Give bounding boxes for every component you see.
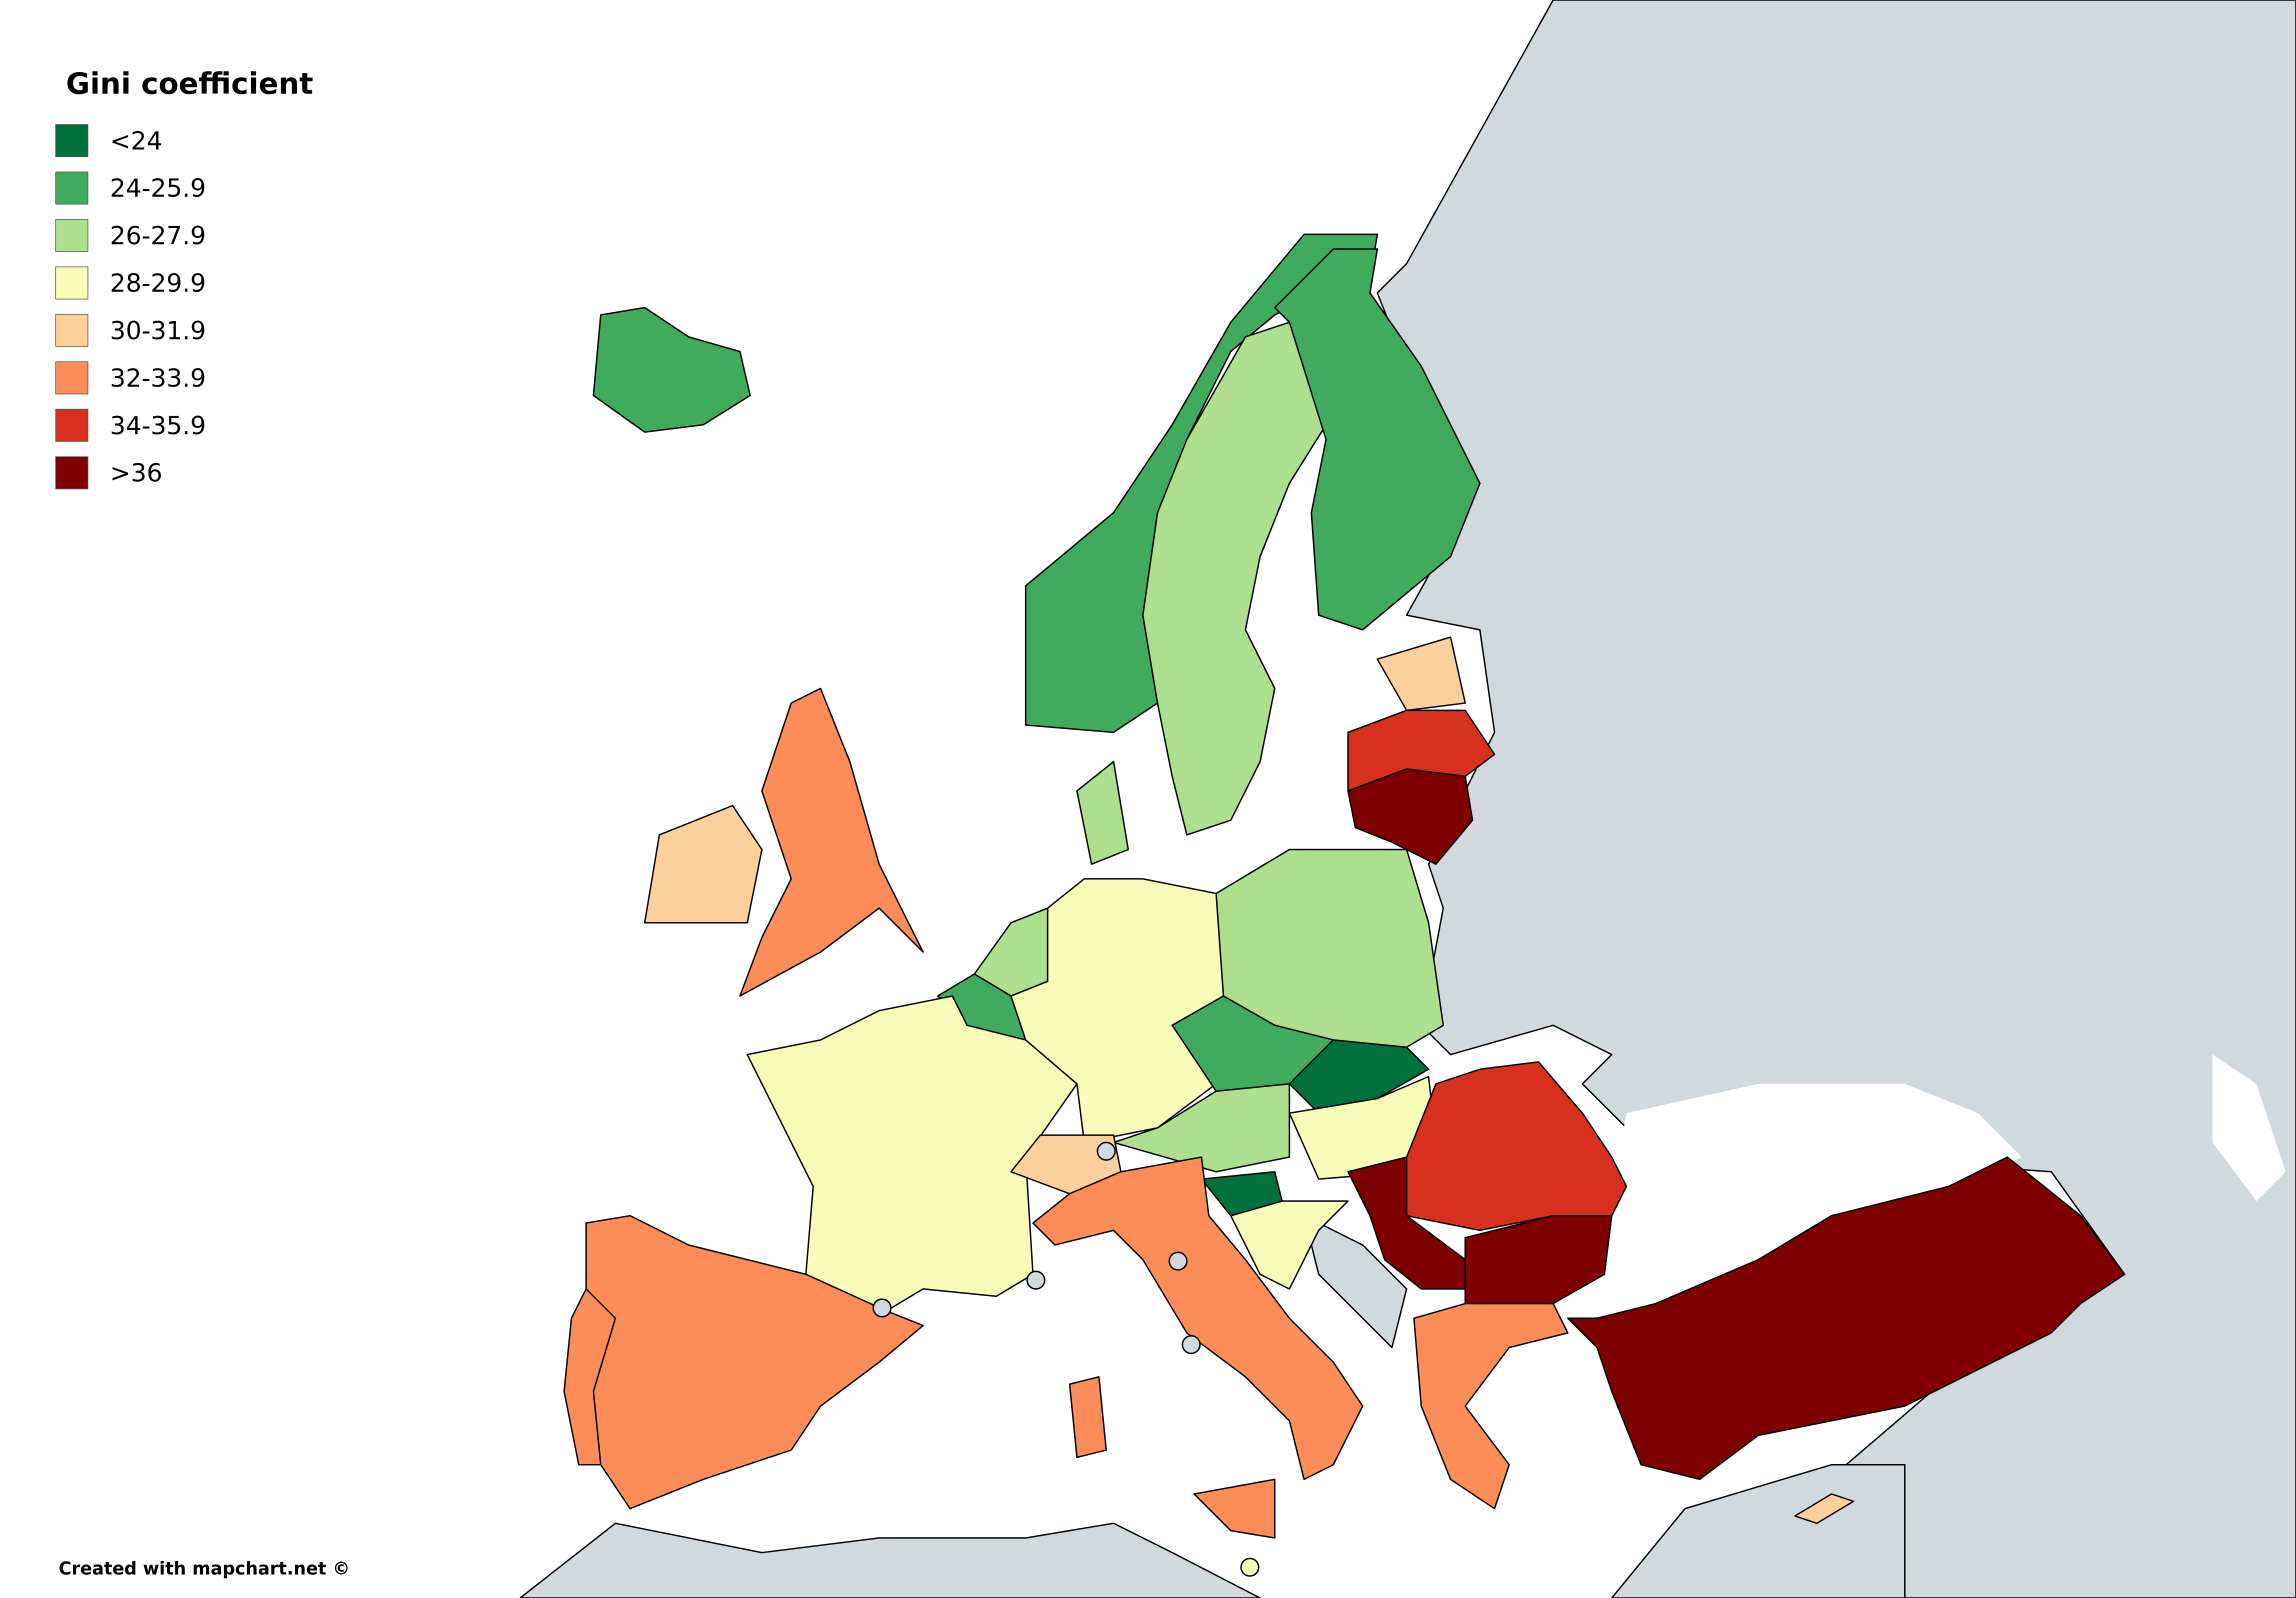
- microstate: [1026, 1270, 1046, 1290]
- legend-label: <24: [110, 126, 162, 156]
- legend: Gini coefficient <24 24-25.9 26-27.9 28-29.…: [55, 66, 314, 490]
- legend-swatch: [55, 124, 88, 158]
- caspian-sea: [2212, 1054, 2286, 1202]
- country: [1193, 1478, 1276, 1539]
- microstate: [1096, 1142, 1116, 1161]
- legend-label: 28-29.9: [110, 269, 206, 298]
- countries: [563, 234, 2126, 1577]
- country: [1068, 1376, 1107, 1458]
- country: [1384, 1061, 1628, 1232]
- legend-label: >36: [110, 458, 162, 488]
- country: [592, 306, 751, 433]
- microstate: [872, 1298, 892, 1318]
- country: [1347, 768, 1474, 865]
- legend-label: 24-25.9: [110, 174, 206, 203]
- other-land: [519, 1522, 1261, 1598]
- country: [1240, 1558, 1260, 1577]
- country: [1794, 1493, 1854, 1524]
- country: [1112, 1083, 1290, 1173]
- legend-swatch: [55, 361, 88, 394]
- legend-swatch: [55, 172, 88, 205]
- country: [1076, 760, 1129, 865]
- legend-title: Gini coefficient: [66, 66, 314, 100]
- country: [739, 688, 924, 997]
- legend-swatch: [55, 266, 88, 300]
- legend-label: 26-27.9: [110, 222, 206, 250]
- country: [1567, 1156, 2126, 1480]
- legend-label: 32-33.9: [110, 364, 206, 392]
- country: [1274, 248, 1481, 631]
- country: [1200, 1171, 1283, 1216]
- country: [1376, 636, 1466, 712]
- microstate: [1182, 1335, 1201, 1354]
- country: [1032, 1156, 1364, 1480]
- legend-swatch: [55, 219, 88, 252]
- other-land: [1303, 1214, 1408, 1348]
- country: [746, 995, 1078, 1312]
- legend-label: 30-31.9: [110, 316, 206, 345]
- microstate: [1168, 1252, 1188, 1271]
- other-land: [1376, 0, 2296, 1598]
- legend-swatch: [55, 408, 88, 442]
- country: [1010, 1134, 1122, 1194]
- black-sea: [1612, 1084, 2022, 1274]
- legend-label: 34-35.9: [110, 411, 206, 440]
- country: [1142, 322, 1327, 836]
- legend-swatch: [55, 456, 88, 490]
- country: [563, 1288, 616, 1466]
- country: [644, 804, 763, 924]
- microstates: [872, 1142, 1201, 1354]
- credit: Created with mapchart.net ©: [58, 1558, 350, 1579]
- legend-swatch: [55, 314, 88, 347]
- country: [1413, 1302, 1569, 1510]
